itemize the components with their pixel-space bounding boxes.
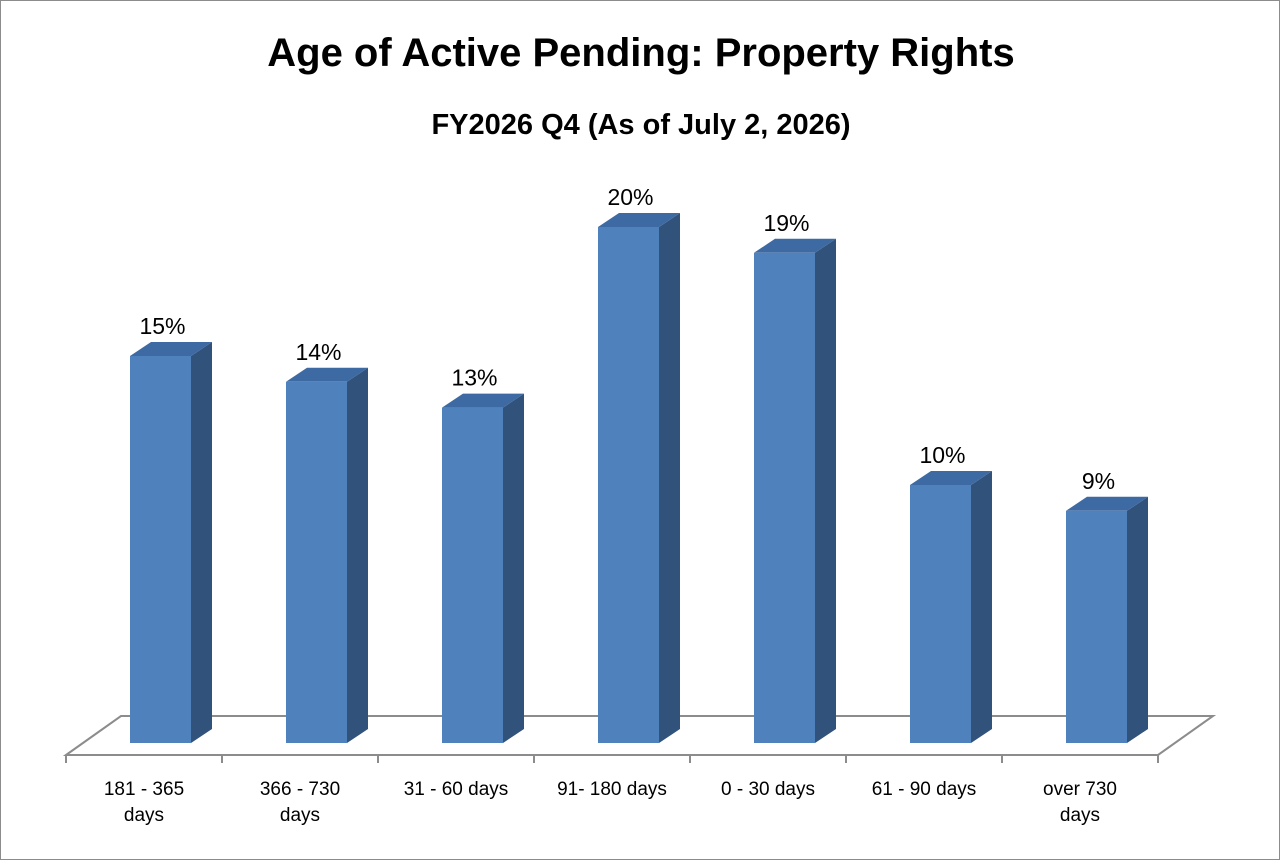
bar [1066, 510, 1127, 743]
bar [286, 381, 347, 743]
bar-top [598, 213, 680, 227]
bar-top [286, 367, 368, 382]
data-label: 10% [919, 442, 965, 468]
bar-side [659, 213, 680, 743]
bar [910, 485, 971, 743]
data-label: 13% [451, 365, 497, 391]
data-label: 19% [763, 210, 809, 236]
x-tick-label: 91- 180 days [557, 779, 667, 800]
bar [130, 356, 191, 743]
x-tick-label: over 730 [1043, 779, 1117, 800]
chart-title: Age of Active Pending: Property Rights [267, 31, 1015, 75]
bar [754, 252, 815, 744]
data-label: 9% [1082, 468, 1115, 494]
x-tick-label: 366 - 730 [260, 779, 340, 800]
x-tick-label: days [280, 805, 320, 826]
bar-side [503, 393, 524, 743]
bar [442, 407, 503, 743]
bar-side [815, 238, 836, 744]
chart-subtitle: FY2026 Q4 (As of July 2, 2026) [431, 109, 851, 141]
bar-side [191, 342, 212, 743]
bar-top [130, 342, 212, 356]
x-tick-label: days [1060, 805, 1100, 826]
x-tick-label: 0 - 30 days [721, 779, 815, 800]
data-label: 20% [607, 184, 653, 210]
x-tick-label: days [124, 805, 164, 826]
x-tick-label: 31 - 60 days [404, 779, 509, 800]
bar-side [1127, 496, 1148, 743]
bar-top [754, 238, 836, 253]
bar [598, 227, 659, 743]
data-label: 14% [295, 339, 341, 365]
bar-side [971, 471, 992, 743]
x-tick-label: 61 - 90 days [872, 779, 977, 800]
bar-top [1066, 496, 1148, 511]
bar-side [347, 367, 368, 743]
x-tick-label: 181 - 365 [104, 779, 184, 800]
bar-top [910, 471, 992, 485]
data-label: 15% [139, 313, 185, 339]
bar-top [442, 393, 524, 408]
